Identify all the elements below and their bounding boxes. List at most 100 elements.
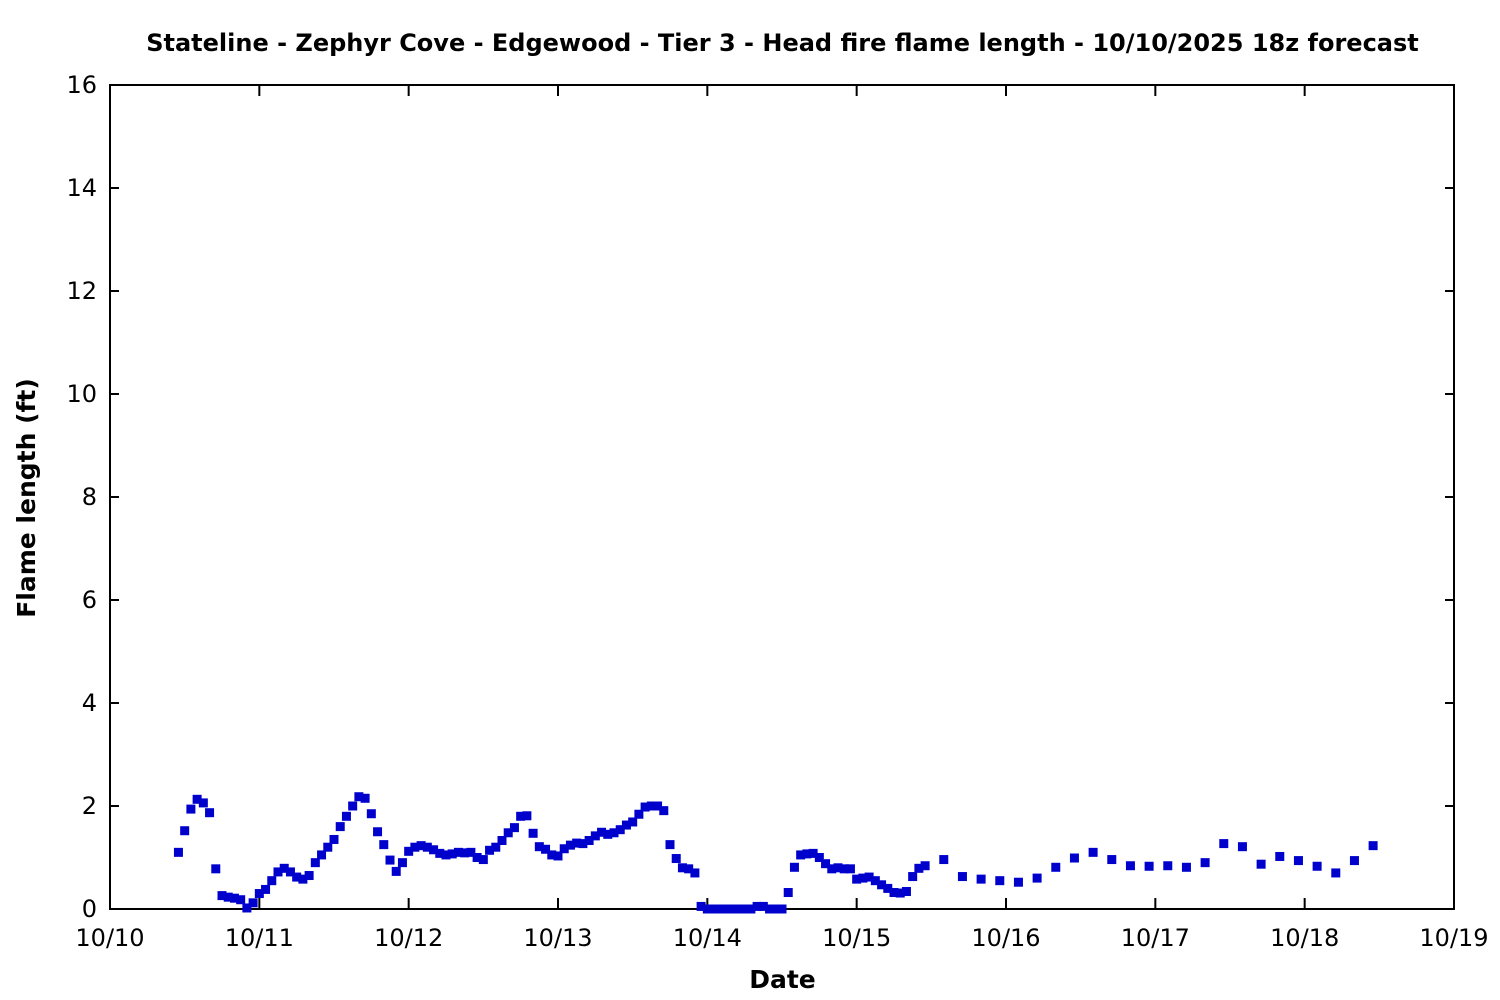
data-point-marker <box>677 863 687 873</box>
data-point-marker <box>889 888 899 898</box>
data-point-marker <box>615 825 625 835</box>
data-point-marker <box>883 883 893 893</box>
data-point-marker <box>578 839 588 849</box>
data-point-marker <box>572 838 582 848</box>
data-point-marker <box>248 898 258 908</box>
data-point-marker <box>671 854 681 864</box>
data-point-marker <box>1107 855 1117 865</box>
data-point-marker <box>198 798 208 808</box>
data-point-marker <box>503 828 513 838</box>
data-point-marker <box>1032 873 1042 883</box>
data-point-marker <box>534 842 544 852</box>
data-point-marker <box>1181 862 1191 872</box>
data-point-marker <box>211 864 221 874</box>
data-point-marker <box>777 904 787 914</box>
data-point-marker <box>509 823 519 833</box>
x-tick-label: 10/12 <box>374 924 444 952</box>
y-tick-label: 8 <box>81 483 97 511</box>
data-point-marker <box>603 829 613 839</box>
y-tick-label: 0 <box>81 895 97 923</box>
data-point-marker <box>453 847 463 857</box>
data-point-marker <box>1275 851 1285 861</box>
chart-title: Stateline - Zephyr Cove - Edgewood - Tie… <box>146 29 1419 57</box>
data-point-marker <box>740 904 750 914</box>
data-point-marker <box>460 848 470 858</box>
data-point-marker <box>833 863 843 873</box>
data-point-marker <box>709 904 719 914</box>
data-point-marker <box>920 861 930 871</box>
plot-border <box>109 84 1455 910</box>
data-point-marker <box>360 793 370 803</box>
data-point-marker <box>547 850 557 860</box>
data-point-marker <box>1219 839 1229 849</box>
data-point-marker <box>1088 847 1098 857</box>
data-point-marker <box>864 872 874 882</box>
data-point-marker <box>1144 861 1154 871</box>
data-point-marker <box>721 904 731 914</box>
data-point-marker <box>796 850 806 860</box>
data-point-marker <box>429 845 439 855</box>
data-point-marker <box>821 859 831 869</box>
data-point-marker <box>765 904 775 914</box>
data-point-marker <box>653 801 663 811</box>
y-tick-label: 6 <box>81 586 97 614</box>
data-point-marker <box>366 809 376 819</box>
data-point-marker <box>522 811 532 821</box>
data-point-marker <box>584 836 594 846</box>
data-point-marker <box>273 867 283 877</box>
data-point-marker <box>491 842 501 852</box>
data-point-marker <box>640 802 650 812</box>
data-point-marker <box>559 844 569 854</box>
data-point-marker <box>895 888 905 898</box>
data-point-marker <box>802 849 812 859</box>
data-point-marker <box>752 901 762 911</box>
data-point-marker <box>404 846 414 856</box>
x-tick-label: 10/18 <box>1270 924 1340 952</box>
data-point-marker <box>553 851 563 861</box>
data-point-marker <box>298 874 308 884</box>
data-point-marker <box>684 864 694 874</box>
data-point-marker <box>690 868 700 878</box>
data-point-marker <box>715 904 725 914</box>
data-point-marker <box>609 828 619 838</box>
data-point-marker <box>733 904 743 914</box>
data-point-marker <box>478 855 488 865</box>
data-point-marker <box>186 804 196 814</box>
data-point-marker <box>348 801 358 811</box>
data-point-marker <box>696 901 706 911</box>
data-point-marker <box>1013 877 1023 887</box>
data-point-marker <box>205 808 215 818</box>
data-point-marker <box>292 872 302 882</box>
data-point-marker <box>839 864 849 874</box>
data-point-marker <box>1293 856 1303 866</box>
data-point-marker <box>1256 859 1266 869</box>
data-point-marker <box>497 836 507 846</box>
data-point-marker <box>852 874 862 884</box>
x-tick-label: 10/10 <box>75 924 145 952</box>
data-point-marker <box>1125 861 1135 871</box>
data-point-marker <box>180 826 190 836</box>
data-point-marker <box>908 872 918 882</box>
y-tick-label: 4 <box>81 689 97 717</box>
data-point-marker <box>391 866 401 876</box>
data-point-marker <box>323 842 333 852</box>
data-point-marker <box>310 858 320 868</box>
data-point-marker <box>727 904 737 914</box>
data-point-marker <box>621 820 631 830</box>
y-tick-label: 10 <box>66 380 97 408</box>
data-point-marker <box>242 903 252 913</box>
data-point-marker <box>565 840 575 850</box>
data-point-marker <box>261 884 271 894</box>
data-point-marker <box>827 864 837 874</box>
data-point-marker <box>416 841 426 851</box>
data-point-marker <box>472 853 482 862</box>
data-point-marker <box>304 871 314 881</box>
x-tick-label: 10/14 <box>672 924 742 952</box>
data-point-marker <box>634 809 644 819</box>
data-point-marker <box>939 855 949 865</box>
data-point-marker <box>1200 858 1210 868</box>
y-tick-label: 2 <box>81 792 97 820</box>
data-point-marker <box>590 831 600 841</box>
data-point-marker <box>173 847 183 857</box>
